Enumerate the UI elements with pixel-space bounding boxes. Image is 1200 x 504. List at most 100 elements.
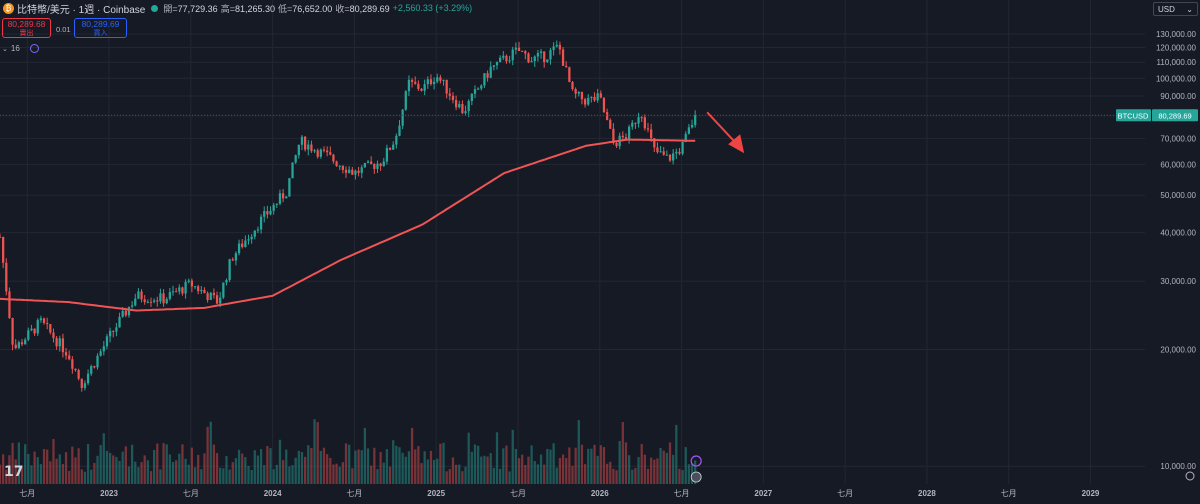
volume-bar [605,463,609,484]
candle-body [11,317,14,345]
volume-bar [231,462,234,484]
volume-bar [668,442,672,484]
volume-bar [429,450,433,484]
candle-body [24,339,27,345]
y-tick-label: 130,000.00 [1156,30,1197,39]
volume-bar [401,452,404,484]
volume-bar [190,447,194,484]
volume-bar [687,464,691,484]
volume-bar [27,453,30,484]
candle-body [272,204,275,211]
volume-bar [357,449,360,484]
candle-body [605,112,609,120]
volume-bar [527,456,530,484]
candle-body [184,281,187,294]
candle-body [470,93,473,101]
sell-button[interactable]: 80,289.68 賣出 [2,18,51,38]
candle-body [42,318,46,324]
volume-bar [181,444,184,484]
candle-body [225,279,228,283]
candle-body [612,128,615,143]
currency-select[interactable]: USD ⌄ [1153,2,1198,16]
volume-bar [285,449,288,484]
volume-bar [200,469,203,484]
candle-body [458,103,461,108]
symbol-title[interactable]: 比特幣/美元 · 1週 · Coinbase [17,4,146,16]
x-tick-label: 2028 [918,489,936,498]
candle-body [561,49,565,66]
candle-body [307,144,310,150]
candle-body [134,298,137,306]
candle-body [319,149,322,157]
candle-body [171,291,175,293]
candle-body [241,243,244,248]
volume-bar [307,445,310,484]
y-tick-label: 90,000.00 [1160,92,1196,101]
volume-bar [234,458,238,484]
volume-bar [278,439,282,484]
volume-bar [388,466,392,484]
candle-body [68,355,71,360]
candle-body [467,100,470,112]
volume-bar [80,469,83,484]
volume-bar [631,469,634,484]
tradingview-logo[interactable]: 17 [4,464,24,480]
candle-body [486,73,489,78]
volume-bar [590,448,593,484]
x-tick-label: 七月 [1001,489,1017,498]
volume-bar [659,447,662,484]
candle-body [77,370,80,379]
candle-body [627,126,631,140]
candle-body [351,169,354,175]
volume-bar [596,455,599,484]
volume-bars [0,419,697,484]
buy-button[interactable]: 80,289.69 買入 [74,18,127,38]
volume-bar [382,462,385,484]
volume-bar [470,451,473,484]
volume-bar [517,458,521,484]
volume-bar [244,457,247,484]
volume-bar [281,460,285,484]
indicator-icon[interactable] [29,44,39,53]
volume-bar [543,464,546,484]
volume-bar [42,449,46,484]
chevron-down-icon[interactable]: ⌄ [2,45,8,53]
volume-bar [533,460,536,484]
candle-body [250,236,253,240]
candle-body [675,151,678,154]
candle-body [511,49,514,61]
y-tick-label: 40,000.00 [1160,229,1196,238]
volume-bar [492,467,495,484]
candle-body [212,292,216,296]
volume-bar [215,453,219,484]
candle-body [417,83,420,89]
candle-body [514,47,518,50]
volume-bar [159,469,162,484]
candle-body [341,165,345,170]
buy-price: 80,289.69 [81,19,120,29]
volume-bar [593,444,596,484]
candle-body [423,84,426,91]
candle-body [527,53,530,63]
volume-bar [561,454,565,484]
volume-bar [373,447,376,484]
volume-bar [222,468,225,484]
x-tick-label: 2023 [100,489,118,498]
candle-body [363,162,367,168]
volume-bar [612,468,615,484]
candle-body [61,338,65,353]
volume-bar [464,466,467,484]
candles [0,40,697,392]
volume-bar [571,465,574,484]
volume-bar [332,464,335,484]
indicators-toggle[interactable]: ⌄ 16 [2,44,39,53]
candle-body [300,136,304,145]
candle-body [253,230,256,237]
volume-bar [241,453,244,484]
volume-bar [90,469,93,484]
candle-body [672,153,675,161]
candle-body [52,332,55,339]
candle-body [244,240,247,248]
